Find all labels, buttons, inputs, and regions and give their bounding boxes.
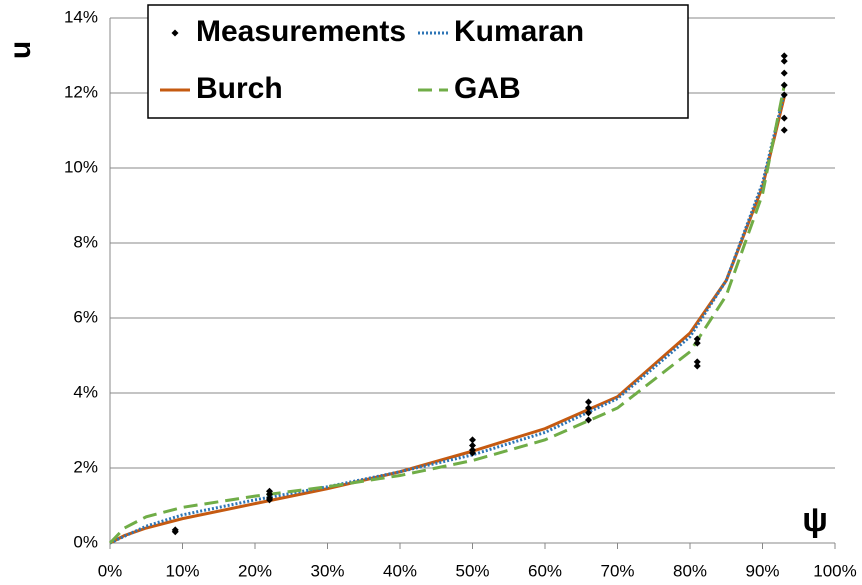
x-tick-label: 40%	[383, 561, 417, 580]
legend-label: Kumaran	[454, 15, 584, 48]
data-point	[693, 362, 701, 370]
y-tick-label: 0%	[73, 532, 98, 551]
y-tick-label: 6%	[73, 307, 98, 326]
data-point	[585, 416, 592, 424]
data-point	[171, 526, 179, 534]
data-point	[585, 409, 592, 417]
y-tick-label: 4%	[73, 382, 98, 401]
x-tick-label: 0%	[98, 561, 123, 580]
series-line	[109, 92, 786, 545]
legend-box	[147, 4, 689, 119]
data-point	[780, 52, 788, 60]
x-tick-label: 100%	[813, 561, 856, 580]
data-point	[266, 487, 273, 495]
x-tick-label: 20%	[238, 561, 272, 580]
legend-label: Burch	[196, 72, 283, 105]
data-point	[780, 81, 788, 89]
data-point	[780, 126, 788, 134]
data-point	[469, 446, 476, 454]
data-point	[780, 114, 788, 122]
data-point	[266, 494, 273, 502]
y-tick-label: 2%	[73, 457, 98, 476]
data-point	[693, 339, 701, 347]
x-tick-label: 80%	[673, 561, 707, 580]
y-tick-label: 10%	[64, 157, 98, 176]
data-point	[693, 358, 701, 366]
y-tick-label: 12%	[64, 82, 98, 101]
legend: Measurements Kumaran Burch GAB	[147, 4, 689, 119]
x-tick-label: 70%	[600, 561, 634, 580]
x-tick-label: 90%	[745, 561, 779, 580]
data-point	[585, 398, 592, 406]
y-axis-label: u	[4, 41, 37, 59]
y-tick-label: 14%	[64, 7, 98, 26]
series-line	[108, 85, 786, 545]
data-point	[469, 436, 476, 444]
y-tick-label: 8%	[73, 232, 98, 251]
data-point	[780, 69, 788, 77]
x-tick-label: 60%	[528, 561, 562, 580]
x-axis-label: ψ	[802, 501, 828, 539]
legend-swatch	[171, 29, 179, 37]
legend-label: Measurements	[196, 15, 406, 48]
data-point	[585, 404, 592, 412]
data-point	[780, 57, 788, 65]
series-line	[109, 96, 786, 545]
data-point	[469, 442, 476, 449]
x-tick-label: 10%	[165, 561, 199, 580]
legend-label: GAB	[454, 72, 521, 105]
data-point	[693, 335, 701, 343]
data-point	[780, 91, 788, 99]
x-tick-label: 30%	[310, 561, 344, 580]
x-tick-label: 50%	[455, 561, 489, 580]
